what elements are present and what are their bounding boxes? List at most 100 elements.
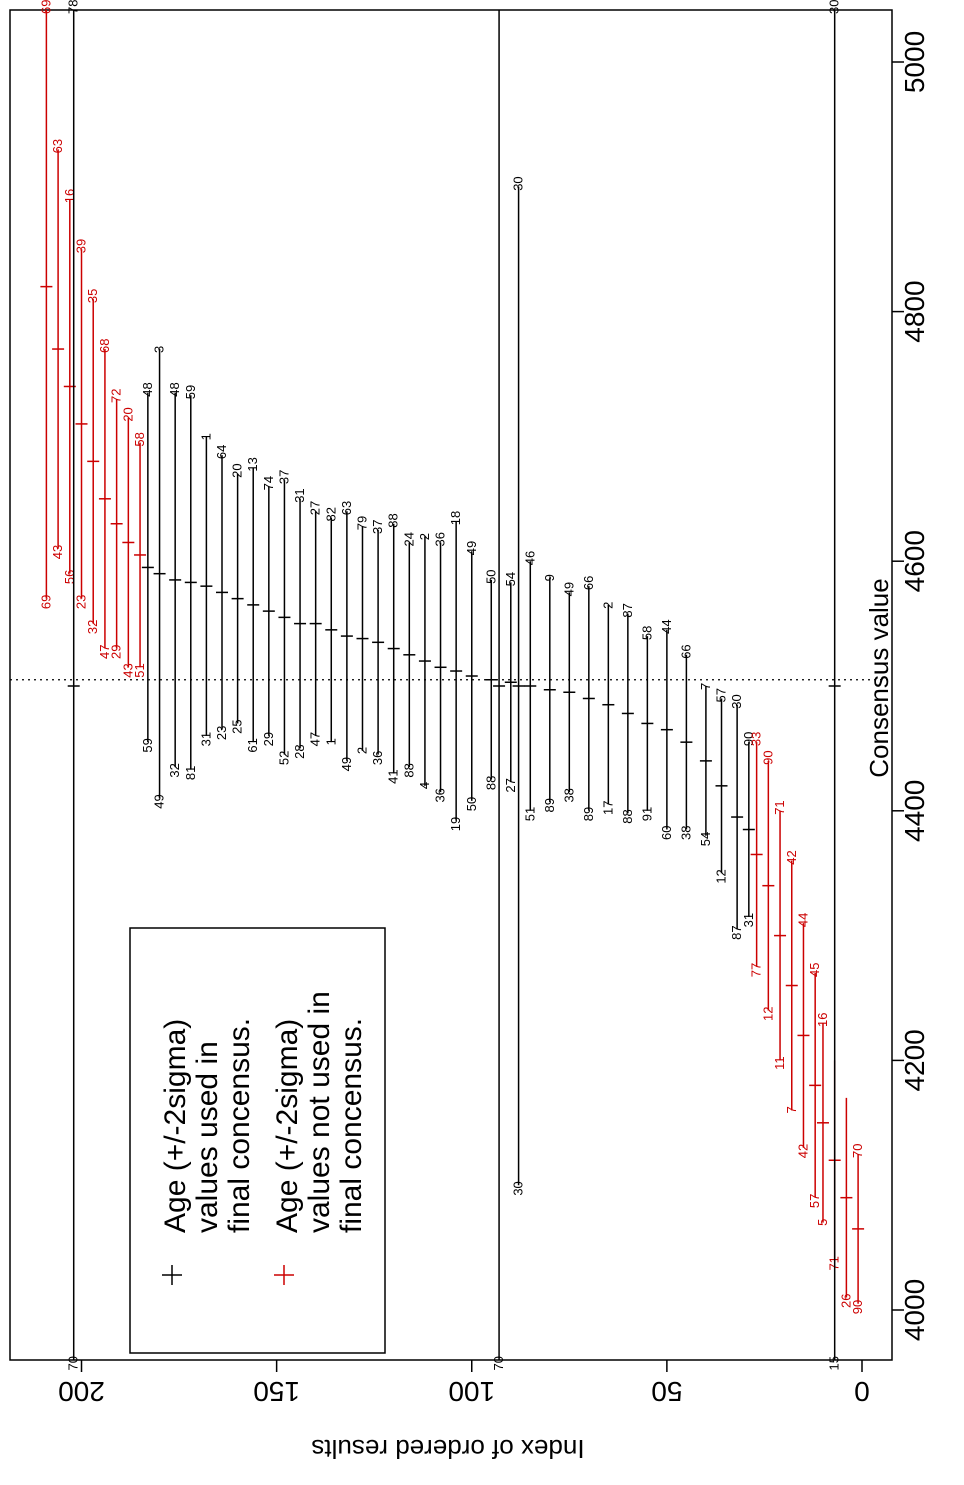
bar-label-low: 57 [807, 1194, 822, 1208]
bar-label-high: 48 [140, 382, 155, 396]
bar-label-low: 81 [183, 766, 198, 780]
plot-area: 0501001502004000420044004600480050003190… [9, 0, 930, 1407]
bar-label-high: 16 [62, 189, 77, 203]
bar-label-low: 90 [850, 1300, 865, 1314]
bar-label-high: 58 [639, 626, 654, 640]
bar-label-low: 61 [245, 738, 260, 752]
bar-label-low: 50 [464, 797, 479, 811]
bar-label-high: 45 [807, 963, 822, 977]
y-tick-label: 4600 [899, 530, 930, 592]
bar-label-high: 58 [132, 432, 147, 446]
legend-label: values used in [191, 1041, 224, 1233]
bar-label-high: 64 [214, 445, 229, 459]
bar-label-low: 51 [132, 663, 147, 677]
bar-label-low: 47 [308, 732, 323, 746]
bar-label-high: 13 [245, 457, 260, 471]
bar-label-high: 63 [339, 501, 354, 515]
bar-label-high: 66 [678, 644, 693, 658]
bar-label-low: 42 [795, 1144, 810, 1158]
bar-label-high: 50 [483, 569, 498, 583]
bar-label-high: 54 [503, 572, 518, 586]
bar-label-low: 32 [85, 620, 100, 634]
bar-label-high: 71 [772, 800, 787, 814]
y-tick-label: 4800 [899, 280, 930, 342]
bar-label-high: 20 [230, 463, 245, 477]
bar-label-low: 32 [167, 763, 182, 777]
bar-label-high: 69 [38, 0, 53, 14]
bar-label-high: 33 [749, 732, 764, 746]
bar-label-low: 7 [784, 1106, 799, 1113]
bar-label-low: 87 [729, 925, 744, 939]
bar-label-low: 12 [714, 869, 729, 883]
bar-label-high: 3 [152, 346, 167, 353]
bar-label-low: 30 [511, 1181, 526, 1195]
bar-label-high: 30 [729, 694, 744, 708]
bar-label-low: 47 [97, 645, 112, 659]
bar-label-low: 36 [433, 788, 448, 802]
bar-label-high: 37 [370, 520, 385, 534]
bar-label-low: 77 [749, 963, 764, 977]
bar-label-high: 24 [401, 532, 416, 546]
bar-label-low: 38 [561, 788, 576, 802]
bar-label-high: 2 [417, 533, 432, 540]
bar-label-low: 70 [491, 1356, 506, 1370]
bar-label-high: 88 [386, 513, 401, 527]
bar-label-high: 78 [66, 0, 81, 14]
bar-label-low: 60 [659, 826, 674, 840]
bar-label-high: 31 [292, 488, 307, 502]
bar-label-high: 90 [741, 732, 756, 746]
bar-label-high: 90 [760, 750, 775, 764]
bar-label-low: 43 [120, 663, 135, 677]
bar-label-low: 23 [74, 595, 89, 609]
plot-frame [9, 9, 893, 1361]
bar-label-high: 44 [659, 619, 674, 633]
bar-label-high: 82 [323, 507, 338, 521]
bar-label-low: 89 [542, 798, 557, 812]
bar-label-low: 49 [339, 757, 354, 771]
bar-label-low: 29 [109, 645, 124, 659]
bar-label-low: 11 [772, 1056, 787, 1070]
consensus-label: Consensus value [864, 578, 894, 777]
bar-label-low: 89 [581, 807, 596, 821]
bar-label-low: 5 [815, 1219, 830, 1226]
bar-label-low: 59 [140, 738, 155, 752]
bar-label-low: 17 [600, 801, 615, 815]
legend-label: Age (+/-2sigma) [159, 1019, 192, 1233]
y-tick-label: 5000 [899, 31, 930, 93]
bar-label-high: 30 [511, 176, 526, 190]
bar-label-high: 57 [714, 688, 729, 702]
x-tick-label: 50 [651, 1376, 682, 1407]
bar-label-high: 20 [120, 407, 135, 421]
bar-label-high: 72 [109, 388, 124, 402]
bar-label-low: 52 [276, 751, 291, 765]
bar-label-low: 15 [827, 1356, 842, 1370]
bar-label-low: 19 [448, 817, 463, 831]
bar-label-low: 26 [838, 1294, 853, 1308]
bar-label-high: 79 [354, 516, 369, 530]
legend-label: final concensus. [335, 1018, 368, 1233]
x-tick-label: 150 [253, 1376, 300, 1407]
bar-label-low: 51 [522, 807, 537, 821]
bar-label-high: 49 [464, 541, 479, 555]
bar-label-low: 28 [292, 744, 307, 758]
bar-label-high: 9 [542, 574, 557, 581]
bar-label-low: 31 [198, 732, 213, 746]
bar-label-low: 88 [483, 776, 498, 790]
bar-label-high: 87 [620, 603, 635, 617]
bar-label-high: 1 [198, 433, 213, 440]
bar-label-high: 59 [183, 385, 198, 399]
bar-label-high: 42 [784, 850, 799, 864]
bar-label-low: 4 [417, 782, 432, 789]
bar-label-low: 54 [698, 832, 713, 846]
bar-label-high: 16 [815, 1012, 830, 1026]
bar-label-high: 70 [850, 1144, 865, 1158]
bar-label-high: 30 [827, 0, 842, 14]
bar-label-high: 2 [600, 602, 615, 609]
x-axis-label: Index of ordered results [311, 1434, 584, 1464]
bar-label-low: 49 [152, 794, 167, 808]
bar-label-high: 74 [261, 476, 276, 490]
bar-label-high: 44 [795, 913, 810, 927]
bar-label-low: 88 [401, 763, 416, 777]
bar-label-low: 36 [370, 751, 385, 765]
bar-label-high: 35 [85, 289, 100, 303]
